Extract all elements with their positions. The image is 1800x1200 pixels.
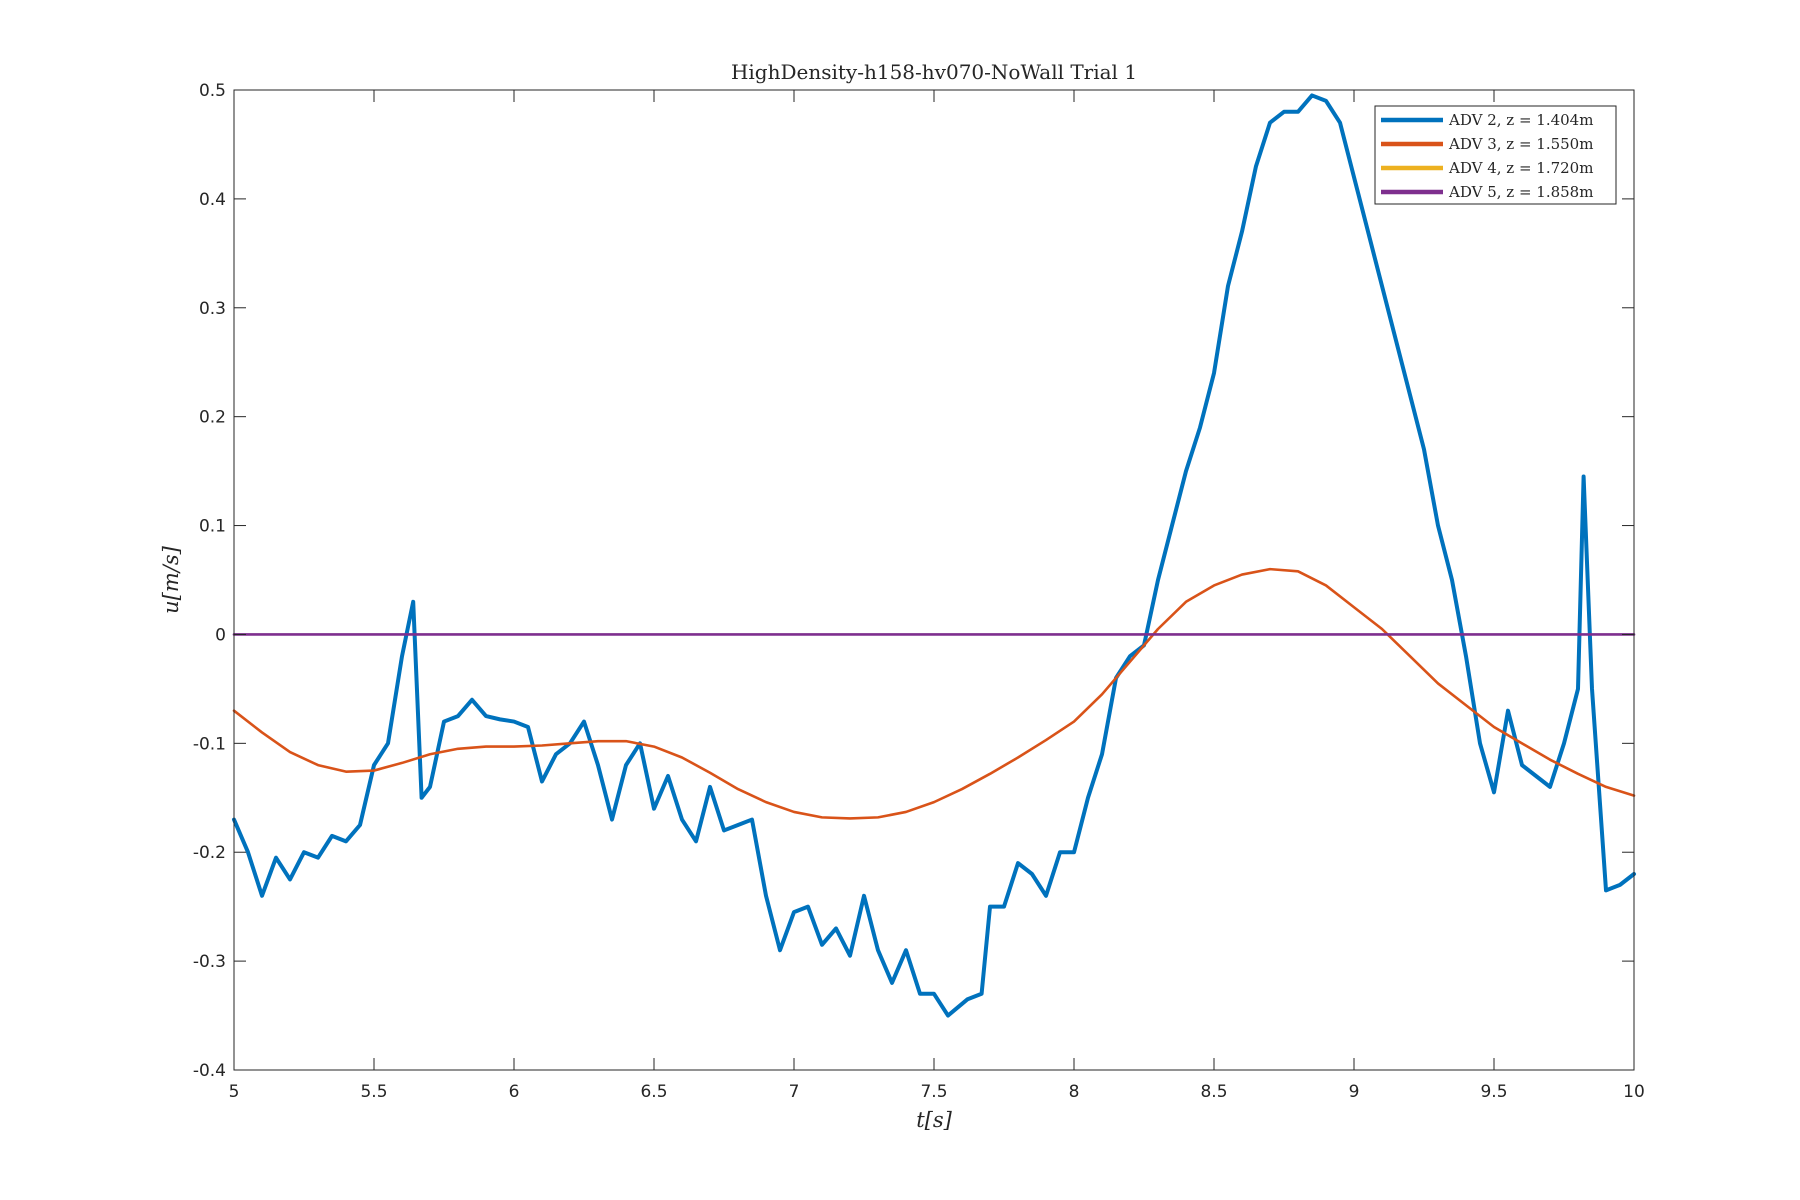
x-tick-label: 5.5	[360, 1082, 387, 1102]
y-tick-label: -0.4	[193, 1061, 226, 1081]
legend-box	[1374, 105, 1617, 205]
x-tick-label: 8	[1069, 1082, 1080, 1102]
x-tick-label: 9.5	[1480, 1082, 1507, 1102]
x-tick-label: 7	[789, 1082, 800, 1102]
x-tick-label: 5	[229, 1082, 240, 1102]
series-line-1	[232, 93, 1636, 1018]
y-tick-label: 0.2	[199, 408, 226, 428]
y-tick-label: 0.3	[199, 299, 226, 319]
y-tick-label: -0.3	[193, 952, 226, 972]
x-axis-label: t[s]	[916, 1108, 952, 1132]
legend-entry-label: ADV 4, z = 1.720m	[1448, 159, 1593, 177]
y-tick-label: -0.1	[193, 734, 226, 754]
x-tick-label: 6	[509, 1082, 520, 1102]
y-tick-label: 0.1	[199, 517, 226, 537]
legend-entry-label: ADV 5, z = 1.858m	[1448, 183, 1593, 201]
plot-area	[234, 90, 1634, 1070]
tick-layer: 5 5.5 6 6.5 7 7.5 8 8.5 9 9.5 10 -0.4 -0.3 -0.2 -0.1 0 0…	[193, 81, 1645, 1102]
legend-entry-label: ADV 2, z = 1.404m	[1448, 111, 1593, 129]
series-layer	[232, 93, 1636, 1018]
x-tick-label: 6.5	[640, 1082, 667, 1102]
y-axis-label: u[m/s]	[159, 545, 183, 613]
chart-title: HighDensity-h158-hv070-NoWall Trial 1	[731, 60, 1137, 84]
legend: ADV 2, z = 1.404m ADV 3, z = 1.550m ADV 4,…	[1374, 105, 1617, 205]
y-tick-label: -0.2	[193, 843, 226, 863]
y-tick-label: 0	[215, 625, 226, 645]
x-tick-label: 9	[1349, 1082, 1360, 1102]
y-tick-label: 0.5	[199, 81, 226, 101]
legend-entry-label: ADV 3, z = 1.550m	[1448, 135, 1593, 153]
x-tick-label: 8.5	[1200, 1082, 1227, 1102]
x-tick-label: 7.5	[920, 1082, 947, 1102]
x-tick-label: 10	[1623, 1082, 1645, 1102]
series-line-2	[232, 567, 1636, 820]
y-tick-label: 0.4	[199, 190, 226, 210]
